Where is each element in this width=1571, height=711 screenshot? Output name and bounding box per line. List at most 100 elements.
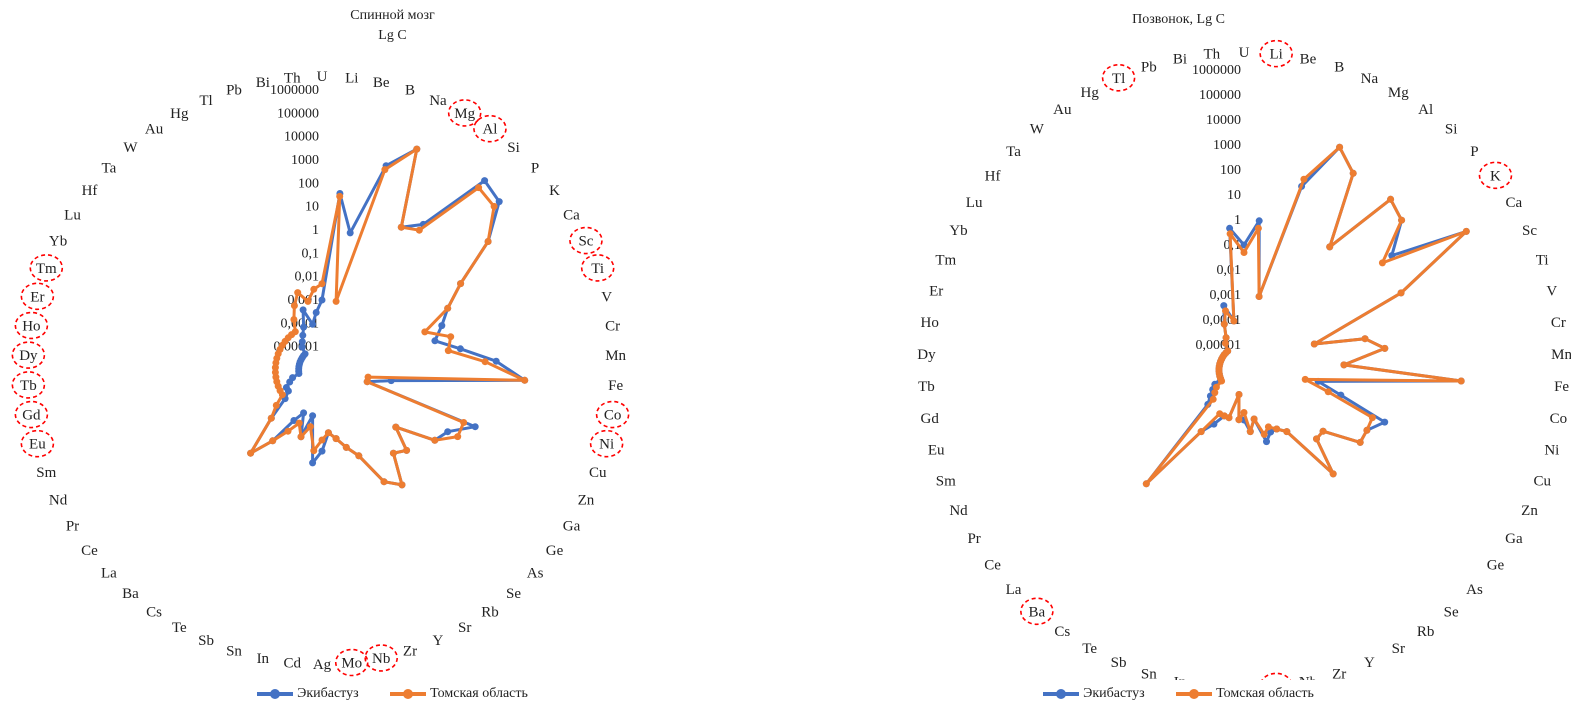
data-point	[460, 419, 468, 426]
data-point	[1283, 428, 1291, 436]
data-point	[1250, 415, 1258, 423]
category-label-si: Si	[1445, 122, 1458, 138]
highlight-circle-tl	[1101, 63, 1136, 92]
category-label-hf: Hf	[985, 168, 1001, 184]
category-label-mn: Mn	[605, 348, 626, 364]
category-label-cd: Cd	[1203, 679, 1221, 680]
data-point	[1381, 344, 1389, 352]
data-point	[1226, 230, 1234, 238]
category-label-u: U	[317, 69, 328, 85]
category-label-rb: Rb	[481, 604, 499, 620]
data-point	[1226, 224, 1234, 232]
category-label-tl: Tl	[199, 93, 212, 109]
data-point	[381, 166, 389, 174]
category-label-ho: Ho	[920, 315, 938, 331]
category-label-al: Al	[1418, 102, 1433, 118]
legend-label: Экибастуз	[297, 686, 359, 701]
series-line	[1144, 145, 1468, 486]
data-point	[300, 409, 308, 417]
highlight-circle-tb	[11, 371, 46, 399]
category-label-ti: Ti	[1536, 253, 1549, 269]
tick-label: 10000	[1206, 113, 1241, 128]
data-point	[247, 449, 255, 457]
data-point	[421, 328, 429, 336]
highlight-circle-ho	[14, 311, 49, 340]
data-point	[1254, 224, 1262, 232]
highlight-circle-co	[595, 400, 630, 429]
data-point	[492, 357, 500, 365]
category-label-la: La	[1006, 582, 1022, 598]
data-point	[1329, 470, 1337, 478]
data-point	[1273, 425, 1281, 433]
data-point	[415, 226, 423, 234]
highlight-circle-ti	[580, 254, 615, 282]
data-point	[1240, 249, 1248, 256]
category-label-tb: Tb	[918, 379, 935, 395]
category-label-ag: Ag	[313, 657, 332, 673]
category-label-v: V	[601, 289, 612, 305]
data-point	[1197, 428, 1205, 436]
data-point	[342, 443, 350, 451]
series-line	[1144, 145, 1468, 486]
category-label-b: B	[405, 82, 415, 98]
data-point	[301, 350, 309, 358]
category-label-ge: Ge	[1487, 558, 1505, 574]
data-point	[454, 433, 462, 441]
data-point	[336, 192, 344, 200]
data-point	[272, 401, 280, 409]
category-label-nb: Nb	[1299, 674, 1317, 680]
data-point	[309, 320, 317, 328]
highlight-circle-ba	[1020, 597, 1054, 626]
category-label-rb: Rb	[1417, 624, 1435, 640]
category-label-sr: Sr	[458, 620, 471, 636]
category-label-y: Y	[1364, 655, 1375, 671]
category-label-th: Th	[1203, 47, 1220, 63]
data-point	[1462, 227, 1470, 235]
tick-label: 0,00001	[1196, 338, 1242, 353]
category-label-sc: Sc	[578, 234, 593, 250]
data-point	[355, 452, 363, 460]
category-label-lu: Lu	[64, 207, 81, 223]
data-point	[1378, 259, 1386, 267]
data-point	[1319, 427, 1327, 435]
chart-panel-spinal-cord: Спинной мозг Lg C 0,00001 0,0001 0,001 0,01…	[0, 0, 785, 711]
category-label-pr: Pr	[967, 531, 980, 547]
data-point	[1235, 416, 1243, 424]
highlight-circle-ni	[589, 429, 624, 458]
data-point	[438, 322, 446, 330]
data-point	[318, 280, 326, 288]
category-label-as: As	[1466, 582, 1483, 598]
data-point	[484, 238, 492, 245]
data-point	[431, 337, 439, 345]
category-label-er: Er	[929, 283, 943, 299]
data-point	[318, 447, 326, 455]
tick-label: 1000000	[1192, 63, 1241, 78]
category-label-se: Se	[1444, 604, 1459, 620]
data-point	[271, 368, 279, 376]
data-point	[298, 338, 306, 346]
highlight-circle-al	[473, 114, 507, 143]
category-label-ce: Ce	[81, 543, 98, 559]
data-point	[1222, 334, 1230, 342]
category-label-hf: Hf	[82, 183, 98, 199]
data-point	[1209, 395, 1217, 403]
category-label-dy: Dy	[917, 347, 936, 363]
data-point	[444, 304, 452, 312]
data-point	[312, 309, 320, 316]
category-label-ca: Ca	[1506, 195, 1523, 211]
data-point	[1264, 423, 1272, 431]
category-label-sn: Sn	[1141, 666, 1157, 680]
tick-label: 0,1	[302, 246, 320, 261]
radar-chart-vertebra: 0,000010,00010,0010,010,1110100100010000…	[917, 39, 1571, 680]
category-label-ga: Ga	[563, 519, 581, 535]
data-point	[291, 328, 299, 336]
legend: Экибастуз Томская область	[0, 686, 785, 702]
data-point	[1336, 143, 1344, 151]
data-point	[1255, 293, 1263, 300]
category-label-k: K	[549, 183, 560, 199]
legend-label: Томская область	[1216, 686, 1314, 701]
highlight-circle-eu	[20, 429, 55, 458]
data-point	[1220, 302, 1228, 310]
category-label-nd: Nd	[949, 503, 968, 519]
category-label-cs: Cs	[146, 604, 162, 620]
